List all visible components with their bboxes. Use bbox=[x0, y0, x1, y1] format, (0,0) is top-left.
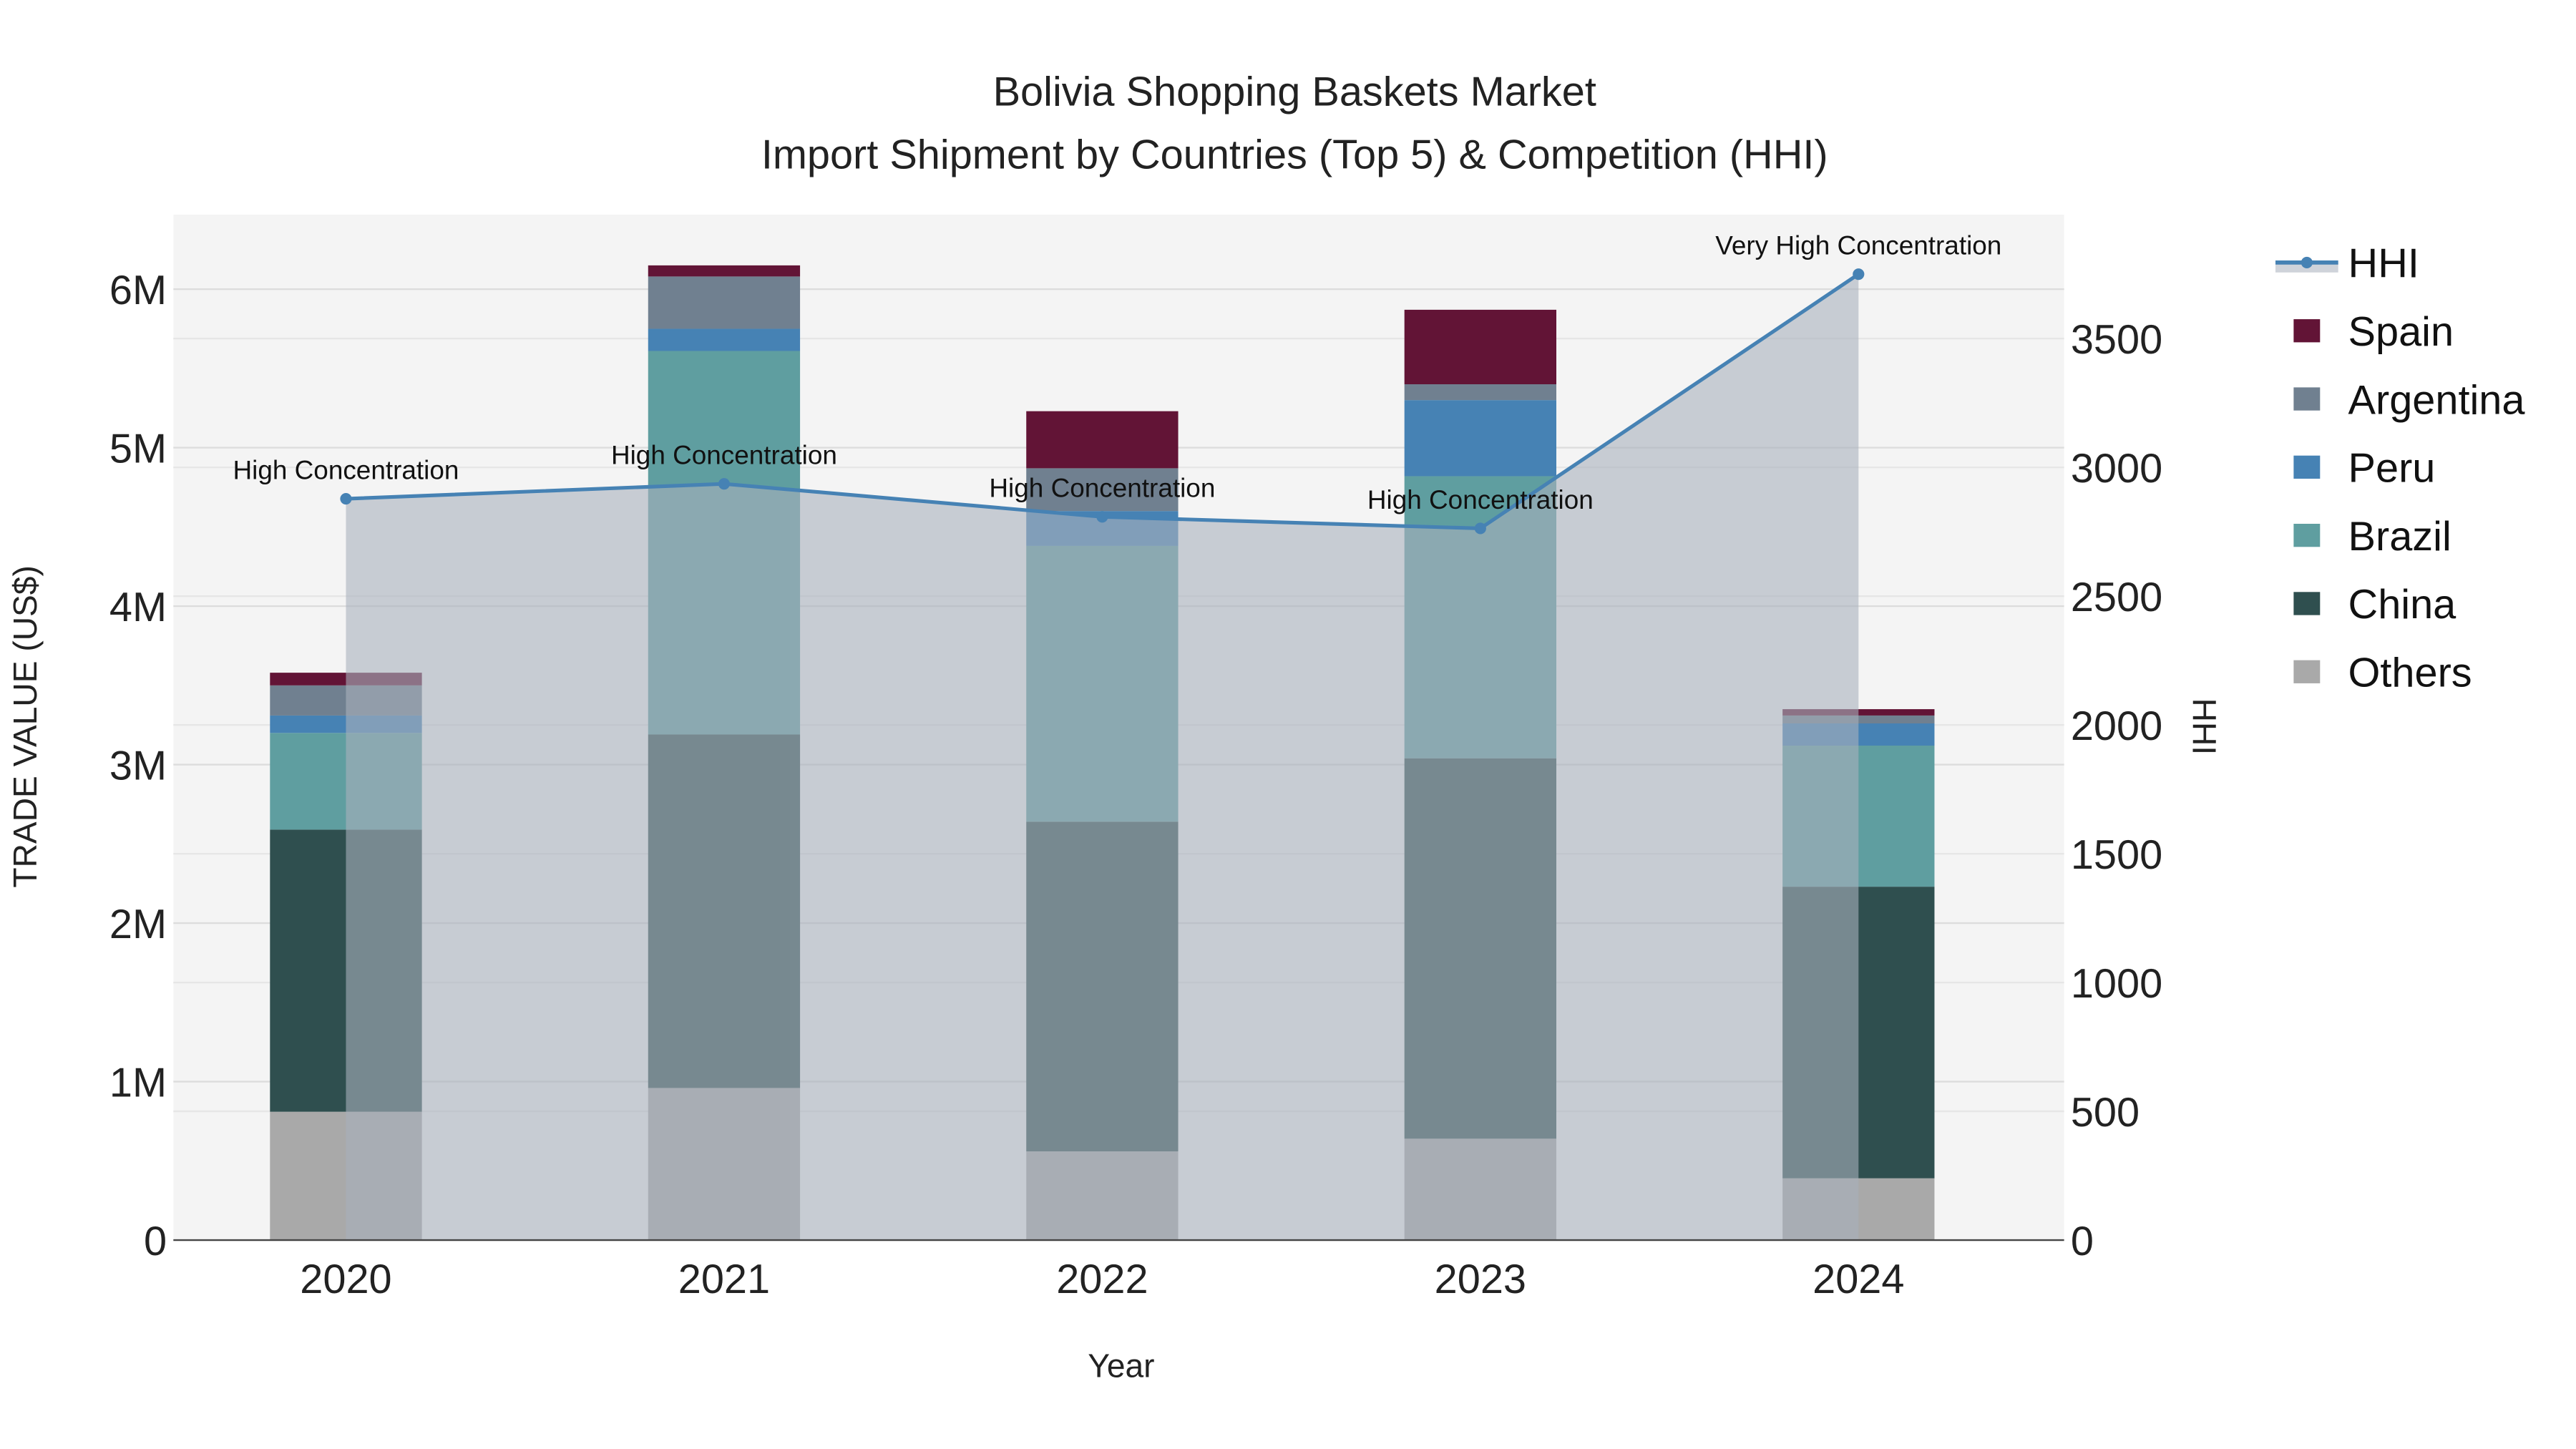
y-axis-title: TRADE VALUE (US$) bbox=[6, 565, 44, 887]
y-tick-label: 6M bbox=[109, 268, 167, 313]
y-tick-label: 3M bbox=[109, 743, 167, 789]
legend: HHI Spain Argentina Peru Brazil China Others bbox=[2275, 241, 2525, 696]
hhi-point bbox=[718, 478, 730, 490]
hhi-annotation: High Concentration bbox=[233, 455, 459, 484]
y2-tick-label: 2500 bbox=[2071, 575, 2162, 620]
hhi-area bbox=[346, 274, 1859, 1241]
bar-spain bbox=[1404, 309, 1556, 385]
hhi-point bbox=[1096, 511, 1108, 523]
y2-tick-label: 1500 bbox=[2071, 832, 2162, 878]
x-tick-label: 2024 bbox=[1813, 1257, 1904, 1302]
x-tick-label: 2020 bbox=[300, 1257, 391, 1302]
bar-spain bbox=[648, 265, 801, 277]
legend-label: Argentina bbox=[2348, 377, 2526, 423]
bar-peru bbox=[648, 328, 801, 351]
x-tick-label: 2022 bbox=[1056, 1257, 1148, 1302]
y-tick-label: 1M bbox=[109, 1060, 167, 1106]
legend-label: Brazil bbox=[2348, 514, 2451, 560]
legend-swatch-spain bbox=[2293, 319, 2321, 343]
bar-peru bbox=[1404, 400, 1556, 477]
y2-tick-label: 1000 bbox=[2071, 961, 2162, 1007]
hhi-series: High Concentration High Concentration High… bbox=[233, 230, 2001, 1241]
chart-title: Bolivia Shopping Baskets Market bbox=[993, 69, 1596, 115]
bar-argentina bbox=[1404, 384, 1556, 401]
hhi-point bbox=[1853, 268, 1865, 280]
legend-label: China bbox=[2348, 582, 2457, 628]
y2-tick-label: 3500 bbox=[2071, 317, 2162, 363]
legend-label: Peru bbox=[2348, 446, 2436, 492]
legend-swatch-brazil bbox=[2293, 524, 2321, 547]
y2-tick-label: 0 bbox=[2071, 1219, 2094, 1264]
legend-label: HHI bbox=[2348, 241, 2419, 287]
bar-argentina bbox=[648, 276, 801, 329]
bar-argentina bbox=[1026, 468, 1179, 512]
y2-tick-label: 500 bbox=[2071, 1090, 2140, 1136]
x-tick-label: 2021 bbox=[678, 1257, 770, 1302]
x-tick-label: 2023 bbox=[1435, 1257, 1526, 1302]
legend-swatch-argentina bbox=[2293, 387, 2321, 411]
hhi-point bbox=[340, 492, 352, 505]
axes: 0 1M 2M 3M 4M 5M 6M 0 500 1000 1500 2000 2500 3000 350… bbox=[109, 268, 2162, 1302]
chart-subtitle: Import Shipment by Countries (Top 5) & C… bbox=[761, 132, 1828, 177]
y2-axis-title: HHI bbox=[2186, 698, 2223, 755]
legend-label: Others bbox=[2348, 650, 2472, 696]
legend-swatch-others bbox=[2293, 660, 2321, 683]
y-tick-label: 0 bbox=[144, 1219, 167, 1264]
y2-tick-label: 3000 bbox=[2071, 446, 2162, 492]
legend-swatch-peru bbox=[2293, 455, 2321, 479]
legend-swatch-china bbox=[2293, 592, 2321, 615]
hhi-annotation: Very High Concentration bbox=[1715, 230, 2001, 260]
hhi-annotation: High Concentration bbox=[611, 440, 837, 469]
y-tick-label: 4M bbox=[109, 585, 167, 630]
legend-label: Spain bbox=[2348, 309, 2454, 355]
y-tick-label: 5M bbox=[109, 426, 167, 472]
y-tick-label: 2M bbox=[109, 902, 167, 947]
hhi-annotation: High Concentration bbox=[989, 474, 1215, 503]
hhi-point bbox=[1474, 522, 1486, 535]
bar-spain bbox=[1026, 411, 1179, 469]
legend-hhi-marker bbox=[2301, 256, 2313, 268]
hhi-annotation: High Concentration bbox=[1367, 485, 1594, 514]
x-axis-title: Year bbox=[1088, 1347, 1154, 1385]
y2-tick-label: 2000 bbox=[2071, 703, 2162, 749]
